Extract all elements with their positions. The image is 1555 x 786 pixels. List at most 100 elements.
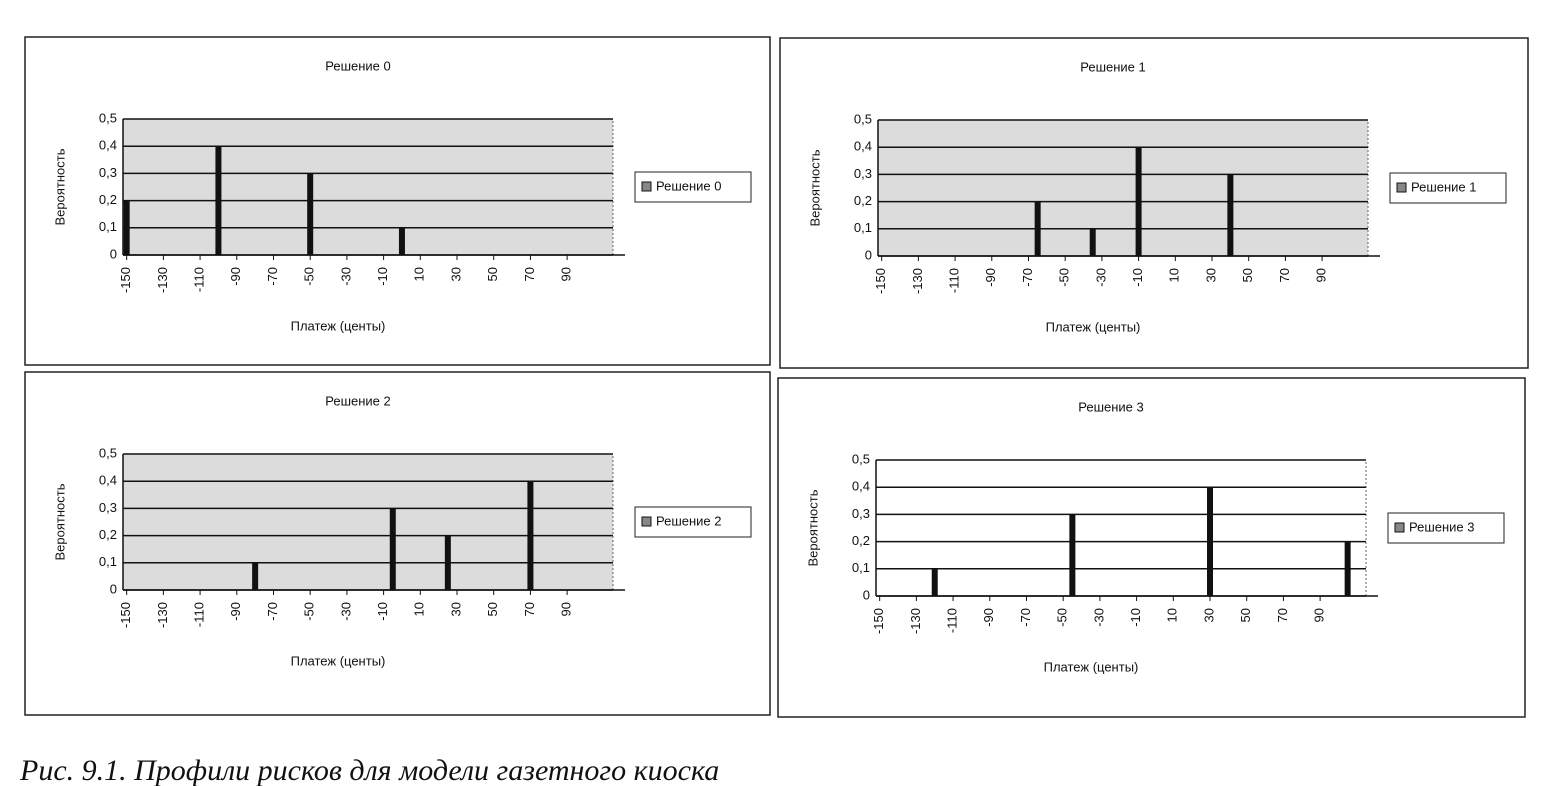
y-axis-label: Вероятность <box>52 148 67 225</box>
plot-area <box>122 453 614 591</box>
x-tick-label: -150 <box>118 602 133 628</box>
x-axis-label: Платеж (центы) <box>291 318 386 333</box>
x-tick-label: 70 <box>1277 268 1292 282</box>
y-tick-label: 0,2 <box>99 527 117 542</box>
panel-border <box>777 377 1526 718</box>
bar <box>389 508 396 590</box>
x-tick-label: -10 <box>1128 608 1143 627</box>
y-tick-label: 0,1 <box>99 554 117 569</box>
y-tick-label: 0,5 <box>99 110 117 125</box>
x-tick-label: -130 <box>908 608 923 634</box>
y-axis-label: Вероятность <box>807 149 822 226</box>
bar <box>444 535 451 590</box>
x-tick-label: -70 <box>265 602 280 621</box>
x-tick-label: 90 <box>559 267 574 281</box>
chart-panel: Решение 1 0 0,1 0,2 0,3 0,4 0,5 -150 -130 -110 -90… <box>779 37 1529 369</box>
x-tick-label: -10 <box>375 602 390 621</box>
y-tick-label: 0,4 <box>854 139 872 154</box>
y-tick-label: 0,2 <box>854 193 872 208</box>
x-tick-label: -110 <box>192 267 207 292</box>
x-axis-label: Платеж (центы) <box>291 653 386 668</box>
x-tick-label: -90 <box>983 268 998 287</box>
x-tick-label: -30 <box>338 267 353 286</box>
x-tick-label: -70 <box>1018 608 1033 627</box>
legend-box <box>634 506 752 538</box>
x-tick-label: 70 <box>522 267 537 281</box>
x-tick-label: 50 <box>1238 608 1253 622</box>
y-axis-label: Вероятность <box>805 489 820 566</box>
chart-panel: Решение 3 0 0,1 0,2 0,3 0,4 0,5 -150 -130 -110 -90… <box>777 377 1526 718</box>
x-tick-label: 90 <box>1314 268 1329 282</box>
x-tick-label: -30 <box>1091 608 1106 627</box>
legend-swatch <box>641 516 652 527</box>
bar <box>1227 174 1234 256</box>
bar <box>1089 228 1096 256</box>
y-tick-label: 0,1 <box>99 219 117 234</box>
y-tick-label: 0 <box>110 246 117 261</box>
chart-panel: Решение 0 0 0,1 0,2 0,3 0,4 0,5 -150 -130 -110 -90… <box>24 36 771 366</box>
y-tick-label: 0,3 <box>99 165 117 180</box>
x-tick-label: -110 <box>947 268 962 293</box>
y-tick-label: 0,3 <box>99 500 117 515</box>
x-tick-label: -130 <box>155 267 170 293</box>
x-tick-label: -150 <box>118 267 133 293</box>
x-tick-label: -50 <box>1055 608 1070 627</box>
y-tick-label: 0 <box>865 247 872 262</box>
bar <box>252 562 259 590</box>
x-tick-label: -110 <box>945 608 960 633</box>
panel-border <box>779 37 1529 369</box>
legend-swatch <box>641 181 652 192</box>
plot-area <box>877 119 1369 257</box>
x-tick-label: -110 <box>192 602 207 627</box>
chart-title: Решение 0 <box>325 58 391 73</box>
x-tick-label: 50 <box>485 602 500 616</box>
legend-swatch <box>1394 522 1405 533</box>
x-tick-label: 30 <box>448 602 463 616</box>
x-tick-label: 10 <box>412 602 427 616</box>
x-tick-label: 90 <box>559 602 574 616</box>
legend-box <box>1387 512 1505 544</box>
y-tick-label: 0,3 <box>854 166 872 181</box>
panel-border <box>24 371 771 716</box>
y-tick-label: 0,1 <box>852 560 870 575</box>
y-tick-label: 0 <box>110 581 117 596</box>
chart-title: Решение 3 <box>1078 399 1144 414</box>
x-tick-label: -10 <box>375 267 390 286</box>
legend-box <box>634 171 752 203</box>
legend-label: Решение 2 <box>656 513 722 528</box>
x-tick-label: 10 <box>412 267 427 281</box>
legend-box <box>1389 172 1507 204</box>
bar <box>1034 201 1041 256</box>
x-tick-label: 90 <box>1312 608 1327 622</box>
x-tick-label: 70 <box>522 602 537 616</box>
panel-border <box>24 36 771 366</box>
bar <box>215 146 222 255</box>
x-tick-label: -70 <box>1020 268 1035 287</box>
bar <box>931 568 938 596</box>
x-tick-label: 30 <box>1203 268 1218 282</box>
bar <box>1069 514 1076 596</box>
x-axis-label: Платеж (центы) <box>1044 659 1139 674</box>
x-tick-label: -90 <box>981 608 996 627</box>
x-tick-label: -70 <box>265 267 280 286</box>
y-tick-label: 0,5 <box>99 445 117 460</box>
x-tick-label: 50 <box>1240 268 1255 282</box>
x-tick-label: -150 <box>873 268 888 294</box>
y-tick-label: 0,4 <box>852 479 870 494</box>
x-tick-label: -30 <box>338 602 353 621</box>
chart-title: Решение 1 <box>1080 59 1146 74</box>
y-tick-label: 0,2 <box>99 192 117 207</box>
plot-area <box>875 459 1367 597</box>
x-tick-label: 10 <box>1165 608 1180 622</box>
y-tick-label: 0,4 <box>99 138 117 153</box>
x-tick-label: -90 <box>228 602 243 621</box>
bar <box>1135 147 1142 256</box>
bar <box>1207 487 1214 596</box>
legend-swatch <box>1396 182 1407 193</box>
y-tick-label: 0,4 <box>99 473 117 488</box>
chart-panel: Решение 2 0 0,1 0,2 0,3 0,4 0,5 -150 -130 -110 -90… <box>24 371 771 716</box>
bar <box>123 200 130 255</box>
x-tick-label: 30 <box>448 267 463 281</box>
x-tick-label: -50 <box>302 267 317 286</box>
